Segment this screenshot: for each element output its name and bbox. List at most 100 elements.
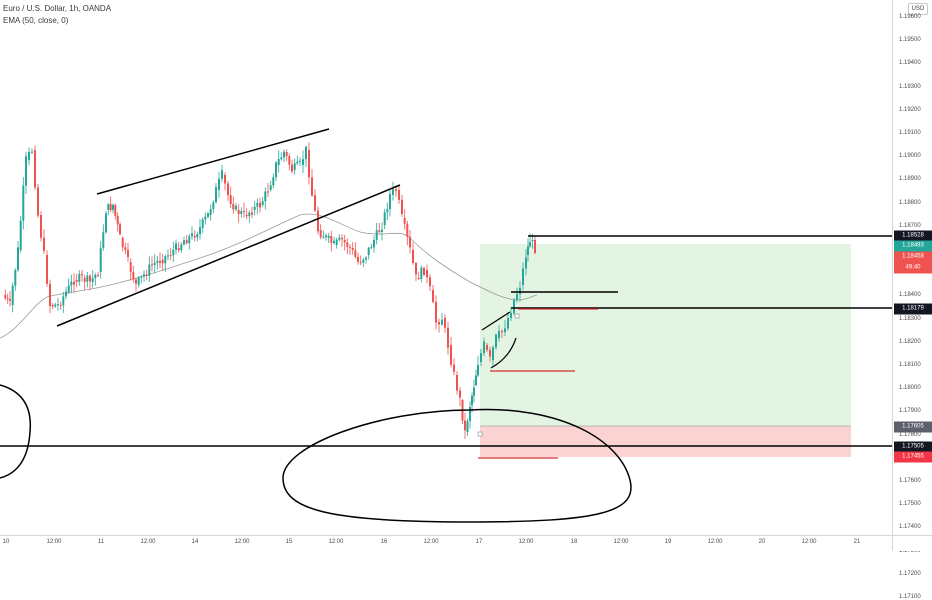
candle-body[interactable] [299, 160, 301, 162]
price-axis[interactable]: USD 1.19600 1.19500 1.19400 1.19300 1.19200 1… [892, 0, 932, 600]
drawing-handle[interactable] [477, 431, 483, 437]
candle-body[interactable] [386, 209, 389, 213]
candle-body[interactable] [99, 247, 102, 272]
candle-body[interactable] [308, 150, 310, 178]
candle-body[interactable] [91, 278, 94, 282]
candle-body[interactable] [346, 242, 349, 248]
candle-body[interactable] [240, 211, 243, 214]
candle-body[interactable] [218, 178, 220, 190]
left-ellipse-drawing[interactable] [0, 384, 32, 479]
candle-body[interactable] [277, 159, 280, 165]
candle-body[interactable] [417, 278, 420, 279]
candle-body[interactable] [357, 256, 359, 262]
candle-body[interactable] [415, 263, 417, 275]
candle-body[interactable] [143, 274, 145, 277]
candle-body[interactable] [167, 255, 169, 257]
candle-body[interactable] [450, 345, 452, 365]
upper-trendline[interactable] [96, 128, 330, 195]
candle-body[interactable] [212, 202, 215, 209]
candle-body[interactable] [459, 390, 461, 398]
candle-body[interactable] [102, 232, 105, 248]
candle-body[interactable] [322, 237, 325, 239]
candle-body[interactable] [264, 191, 267, 202]
candle-body[interactable] [232, 203, 235, 210]
candle-body[interactable] [224, 175, 226, 184]
candle-body[interactable] [319, 230, 322, 238]
candle-body[interactable] [65, 291, 67, 297]
candle-body[interactable] [305, 146, 307, 160]
candle-body[interactable] [145, 275, 148, 276]
candle-body[interactable] [456, 375, 458, 391]
candle-body[interactable] [148, 264, 151, 276]
candle-body[interactable] [302, 159, 304, 165]
candle-body[interactable] [471, 395, 473, 405]
candle-body[interactable] [510, 313, 512, 318]
candle-body[interactable] [156, 260, 159, 263]
candle-body[interactable] [31, 151, 33, 153]
candle-body[interactable] [280, 157, 283, 160]
candle-body[interactable] [351, 248, 354, 251]
candle-body[interactable] [275, 162, 277, 178]
candle-body[interactable] [75, 280, 78, 282]
candle-body[interactable] [172, 249, 175, 256]
candle-body[interactable] [151, 264, 153, 266]
candle-body[interactable] [11, 285, 14, 305]
candle-body[interactable] [245, 215, 248, 217]
candle-body[interactable] [438, 322, 440, 325]
candle-body[interactable] [67, 285, 70, 292]
candle-body[interactable] [127, 250, 129, 258]
candle-body[interactable] [367, 247, 370, 255]
candle-body[interactable] [256, 202, 259, 207]
loss-zone[interactable] [480, 426, 851, 457]
candle-body[interactable] [183, 240, 185, 245]
candle-body[interactable] [291, 164, 293, 172]
candle-body[interactable] [81, 273, 83, 276]
candle-body[interactable] [221, 170, 223, 179]
candle-body[interactable] [105, 213, 107, 233]
candle-body[interactable] [132, 272, 135, 280]
candle-body[interactable] [480, 353, 482, 362]
candle-body[interactable] [495, 334, 497, 348]
candle-body[interactable] [381, 229, 383, 232]
candle-body[interactable] [501, 330, 503, 333]
candle-body[interactable] [191, 233, 193, 237]
candle-body[interactable] [78, 273, 81, 282]
lower-trendline[interactable] [56, 184, 401, 327]
candle-body[interactable] [432, 290, 434, 302]
candle-body[interactable] [349, 247, 351, 249]
candle-body[interactable] [37, 187, 39, 216]
candle-body[interactable] [109, 204, 112, 210]
candle-body[interactable] [492, 347, 494, 360]
candle-body[interactable] [296, 161, 299, 164]
candle-body[interactable] [519, 287, 521, 294]
candle-body[interactable] [522, 268, 524, 286]
candle-body[interactable] [335, 239, 338, 245]
candle-body[interactable] [406, 223, 409, 237]
candle-body[interactable] [180, 244, 183, 251]
candle-body[interactable] [354, 250, 357, 257]
candle-body[interactable] [516, 293, 518, 300]
candle-body[interactable] [527, 246, 529, 256]
candle-body[interactable] [17, 247, 19, 270]
candle-body[interactable] [94, 275, 97, 279]
candle-body[interactable] [447, 327, 449, 348]
candle-body[interactable] [486, 345, 488, 350]
candle-body[interactable] [9, 299, 11, 301]
profit-zone[interactable] [480, 244, 851, 426]
candle-body[interactable] [46, 255, 48, 284]
candle-body[interactable] [237, 210, 240, 214]
candle-body[interactable] [534, 240, 536, 253]
candle-body[interactable] [116, 215, 119, 225]
candle-body[interactable] [529, 242, 531, 247]
candle-body[interactable] [19, 220, 22, 250]
candle-body[interactable] [420, 267, 423, 279]
time-axis[interactable]: 10 12:00 11 12:00 14 12:00 15 12:00 16 12:00 17 12:… [0, 535, 892, 551]
candle-body[interactable] [59, 305, 62, 306]
candle-body[interactable] [325, 235, 327, 238]
candle-body[interactable] [253, 206, 256, 210]
candle-body[interactable] [412, 250, 414, 263]
candle-body[interactable] [159, 260, 161, 263]
candle-body[interactable] [525, 257, 527, 269]
candle-body[interactable] [288, 156, 291, 165]
candle-body[interactable] [464, 420, 466, 431]
